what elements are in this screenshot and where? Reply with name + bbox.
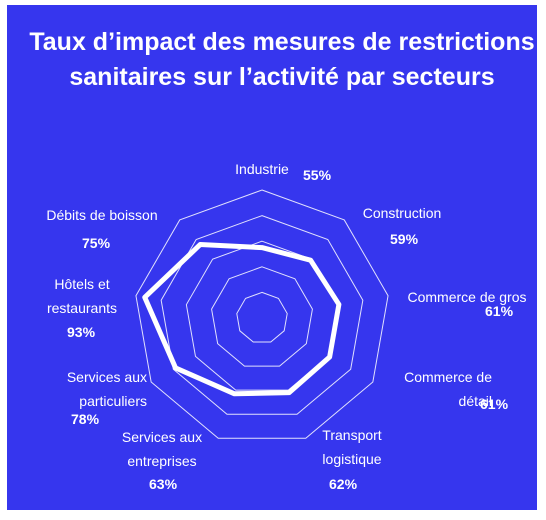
chart: Taux d’impact des mesures de restriction…	[7, 5, 537, 510]
axis-label: Débits de boisson	[46, 207, 158, 223]
grid-ring	[160, 215, 364, 415]
data-line	[142, 241, 342, 397]
axis-label: Hôtels et restaurants	[46, 276, 118, 316]
axis-label: Commerce de détail	[404, 369, 492, 409]
value-label: 61%	[480, 396, 509, 412]
value-label: 59%	[390, 231, 419, 247]
grid-ring	[236, 291, 288, 343]
value-label: 75%	[82, 235, 111, 251]
value-label: 78%	[71, 411, 100, 427]
value-label: 61%	[485, 303, 514, 319]
radar	[135, 189, 389, 439]
value-label: 55%	[303, 167, 332, 183]
axis-label: Transport logistique	[322, 427, 382, 467]
axis-label: Industrie	[235, 161, 289, 177]
grid-ring	[211, 266, 313, 367]
value-label: 62%	[329, 476, 358, 492]
chart-title: Taux d’impact des mesures de restriction…	[29, 28, 535, 91]
axis-label: Services aux entreprises	[121, 429, 203, 469]
grid-ring	[135, 189, 389, 439]
value-label: 63%	[149, 476, 178, 492]
axis-label: Services aux particuliers	[66, 369, 147, 409]
axis-label: Construction	[362, 205, 442, 221]
value-label: 93%	[67, 324, 96, 340]
axis-label: Commerce de gros	[407, 289, 527, 305]
